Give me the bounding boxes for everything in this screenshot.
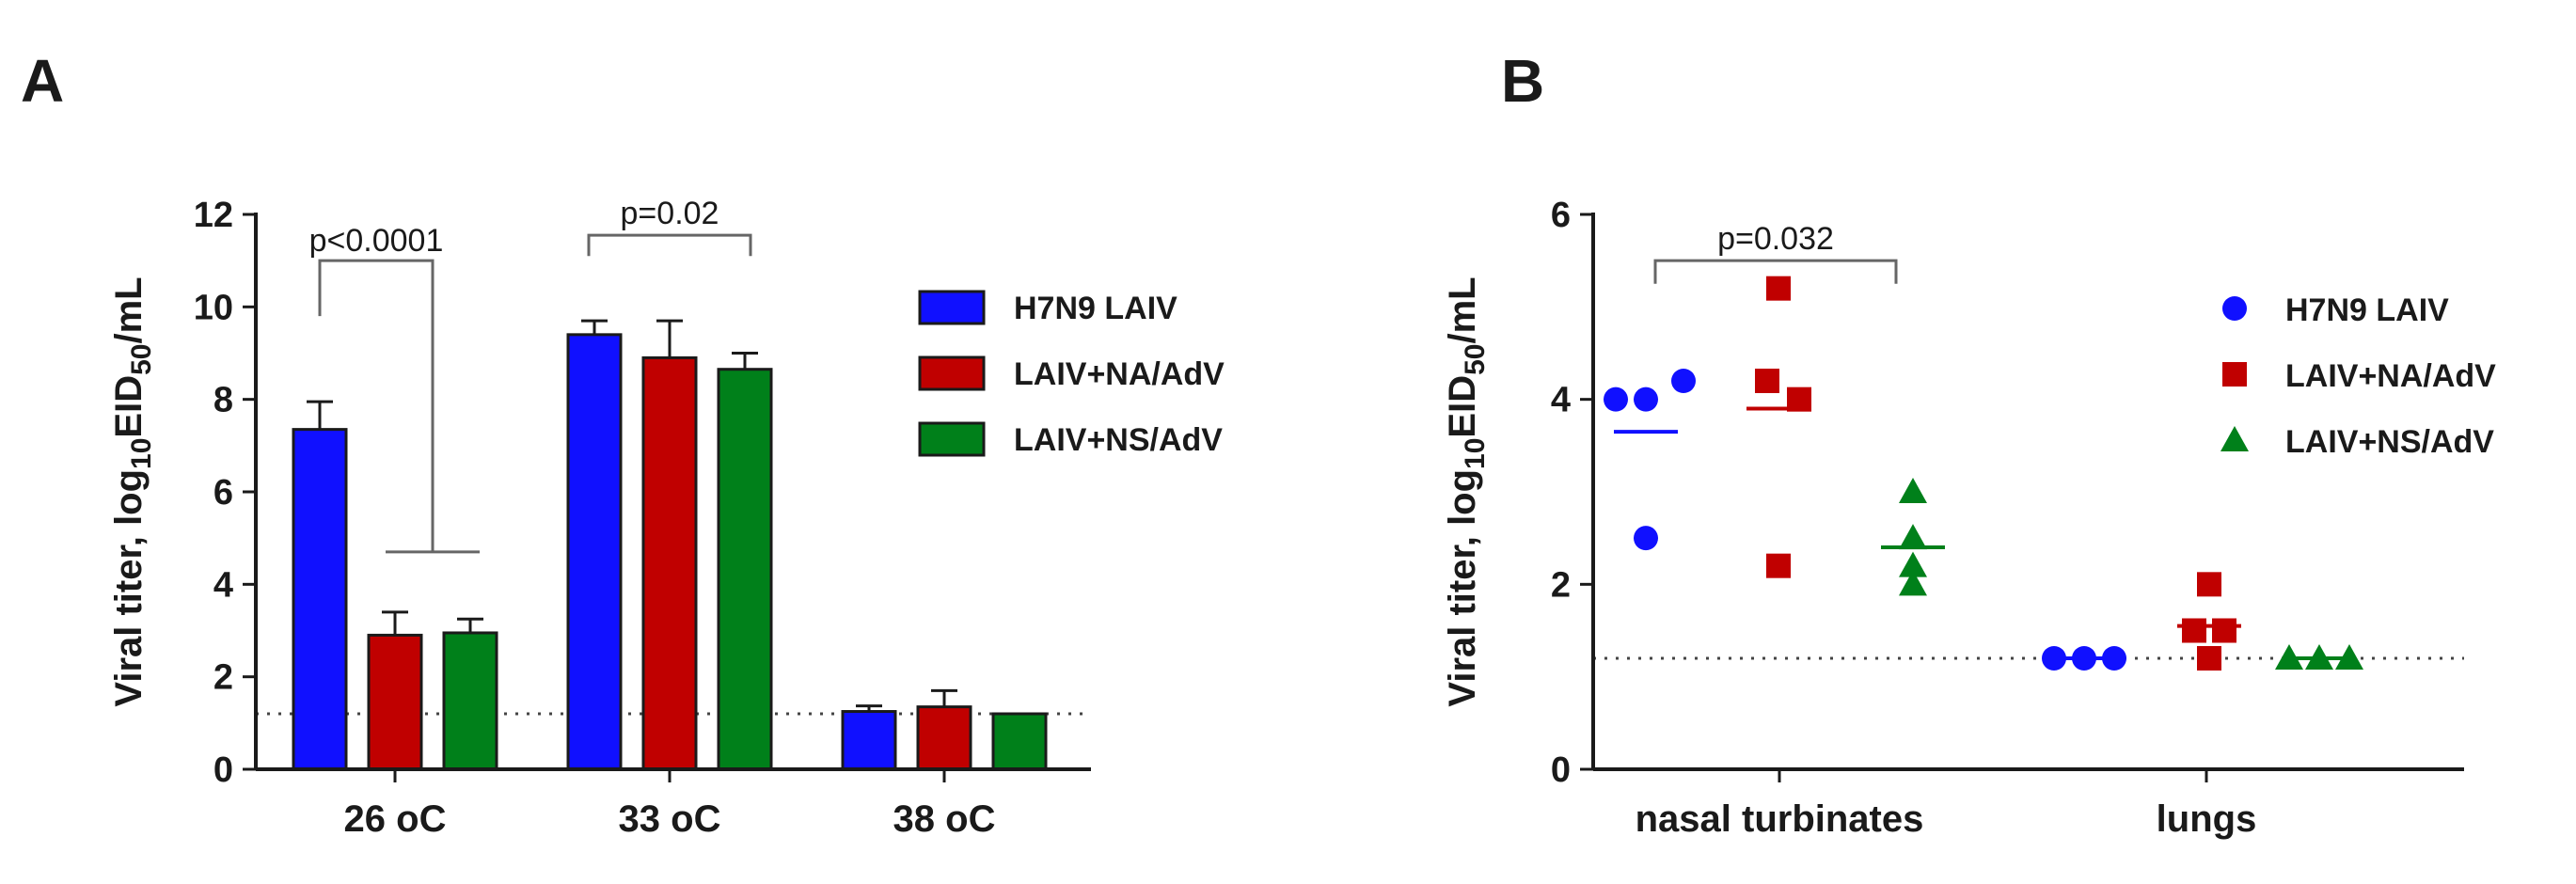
legend-marker [2220, 426, 2249, 451]
legend-label: H7N9 LAIV [1014, 291, 1177, 326]
data-point-square [1766, 276, 1791, 301]
bar [292, 428, 348, 771]
x-category-label: 26 oC [344, 798, 447, 840]
significance-bracket [318, 259, 435, 552]
y-tick-label: 6 [1551, 196, 1571, 235]
data-point-circle [1671, 369, 1696, 393]
bar [367, 633, 423, 771]
y-axis-title-part: EID [108, 375, 150, 438]
bar [841, 710, 897, 771]
bar [641, 355, 698, 771]
legend-label: LAIV+NA/AdV [2285, 358, 2496, 394]
data-point-triangle [1899, 551, 1927, 577]
legend-marker [2222, 362, 2247, 387]
legend-label: LAIV+NS/AdV [2285, 424, 2494, 460]
p-value-label: p=0.02 [621, 196, 719, 231]
y-axis-title-part: EID [1442, 375, 1483, 438]
x-category-label: 33 oC [619, 798, 721, 840]
data-point-square [1755, 369, 1779, 393]
data-point-triangle [1899, 524, 1927, 550]
significance-bracket [587, 233, 752, 257]
y-axis-title: Viral titer, log10EID50/mL [108, 276, 157, 706]
p-value-label: p<0.0001 [309, 223, 444, 259]
y-tick-label: 0 [213, 750, 233, 790]
x-category-label: 38 oC [893, 798, 996, 840]
y-axis-title-part: /mL [1442, 276, 1483, 343]
bar [991, 712, 1048, 771]
data-point-square [2197, 572, 2221, 597]
panel-b-scatter-chart: 0 2 4 6 nasal turbinates lungs Viral titer, lo… [1442, 196, 2496, 840]
data-point-triangle [1899, 570, 1927, 596]
legend-swatch [918, 421, 986, 457]
data-point-square [2212, 618, 2236, 643]
y-axis-title-part: /mL [108, 276, 150, 343]
x-category-label: lungs [2157, 798, 2257, 840]
bar [916, 705, 972, 771]
data-point-square [2182, 618, 2206, 643]
y-axis-title-part: 10 [1460, 438, 1491, 469]
data-point-circle [1604, 387, 1628, 412]
legend-label: LAIV+NA/AdV [1014, 356, 1225, 392]
y-tick-label: 2 [1551, 565, 1571, 605]
legend-label: H7N9 LAIV [2285, 292, 2449, 328]
p-value-label: p=0.032 [1717, 221, 1834, 257]
y-axis-title: Viral titer, log10EID50/mL [1442, 276, 1491, 706]
legend-label: LAIV+NS/AdV [1014, 422, 1223, 458]
y-tick-label: 6 [213, 473, 233, 513]
panel-a-label: A [21, 47, 64, 115]
panel-a-bar-chart: 0 2 4 6 8 10 12 26 oC 33 oC 38 oC Viral titer, log… [108, 196, 1225, 840]
data-point-circle [1634, 526, 1658, 551]
data-point-square [2197, 646, 2221, 671]
y-tick-label: 0 [1551, 750, 1571, 790]
legend-swatch [918, 290, 986, 325]
y-tick-label: 12 [194, 196, 233, 235]
y-axis-title-part: Viral titer, log [108, 469, 150, 707]
data-point-square [1766, 553, 1791, 578]
x-category-label: nasal turbinates [1636, 798, 1924, 840]
y-axis-title-part: 50 [126, 344, 157, 375]
panel-b-label: B [1501, 47, 1544, 115]
legend-marker [2222, 296, 2247, 321]
bar [566, 333, 623, 771]
y-tick-label: 8 [213, 381, 233, 420]
y-axis-title-part: 10 [126, 438, 157, 469]
y-axis-title-part: Viral titer, log [1442, 469, 1483, 707]
significance-bracket [1653, 259, 1898, 284]
y-axis-title-part: 50 [1460, 344, 1491, 375]
bar [717, 368, 773, 771]
data-point-circle [1634, 387, 1658, 412]
legend-swatch [918, 355, 986, 391]
data-point-triangle [1899, 478, 1927, 503]
y-tick-label: 2 [213, 658, 233, 698]
y-tick-label: 4 [213, 565, 233, 605]
y-tick-label: 4 [1551, 381, 1571, 420]
y-tick-label: 10 [194, 288, 233, 327]
bar [442, 631, 498, 771]
